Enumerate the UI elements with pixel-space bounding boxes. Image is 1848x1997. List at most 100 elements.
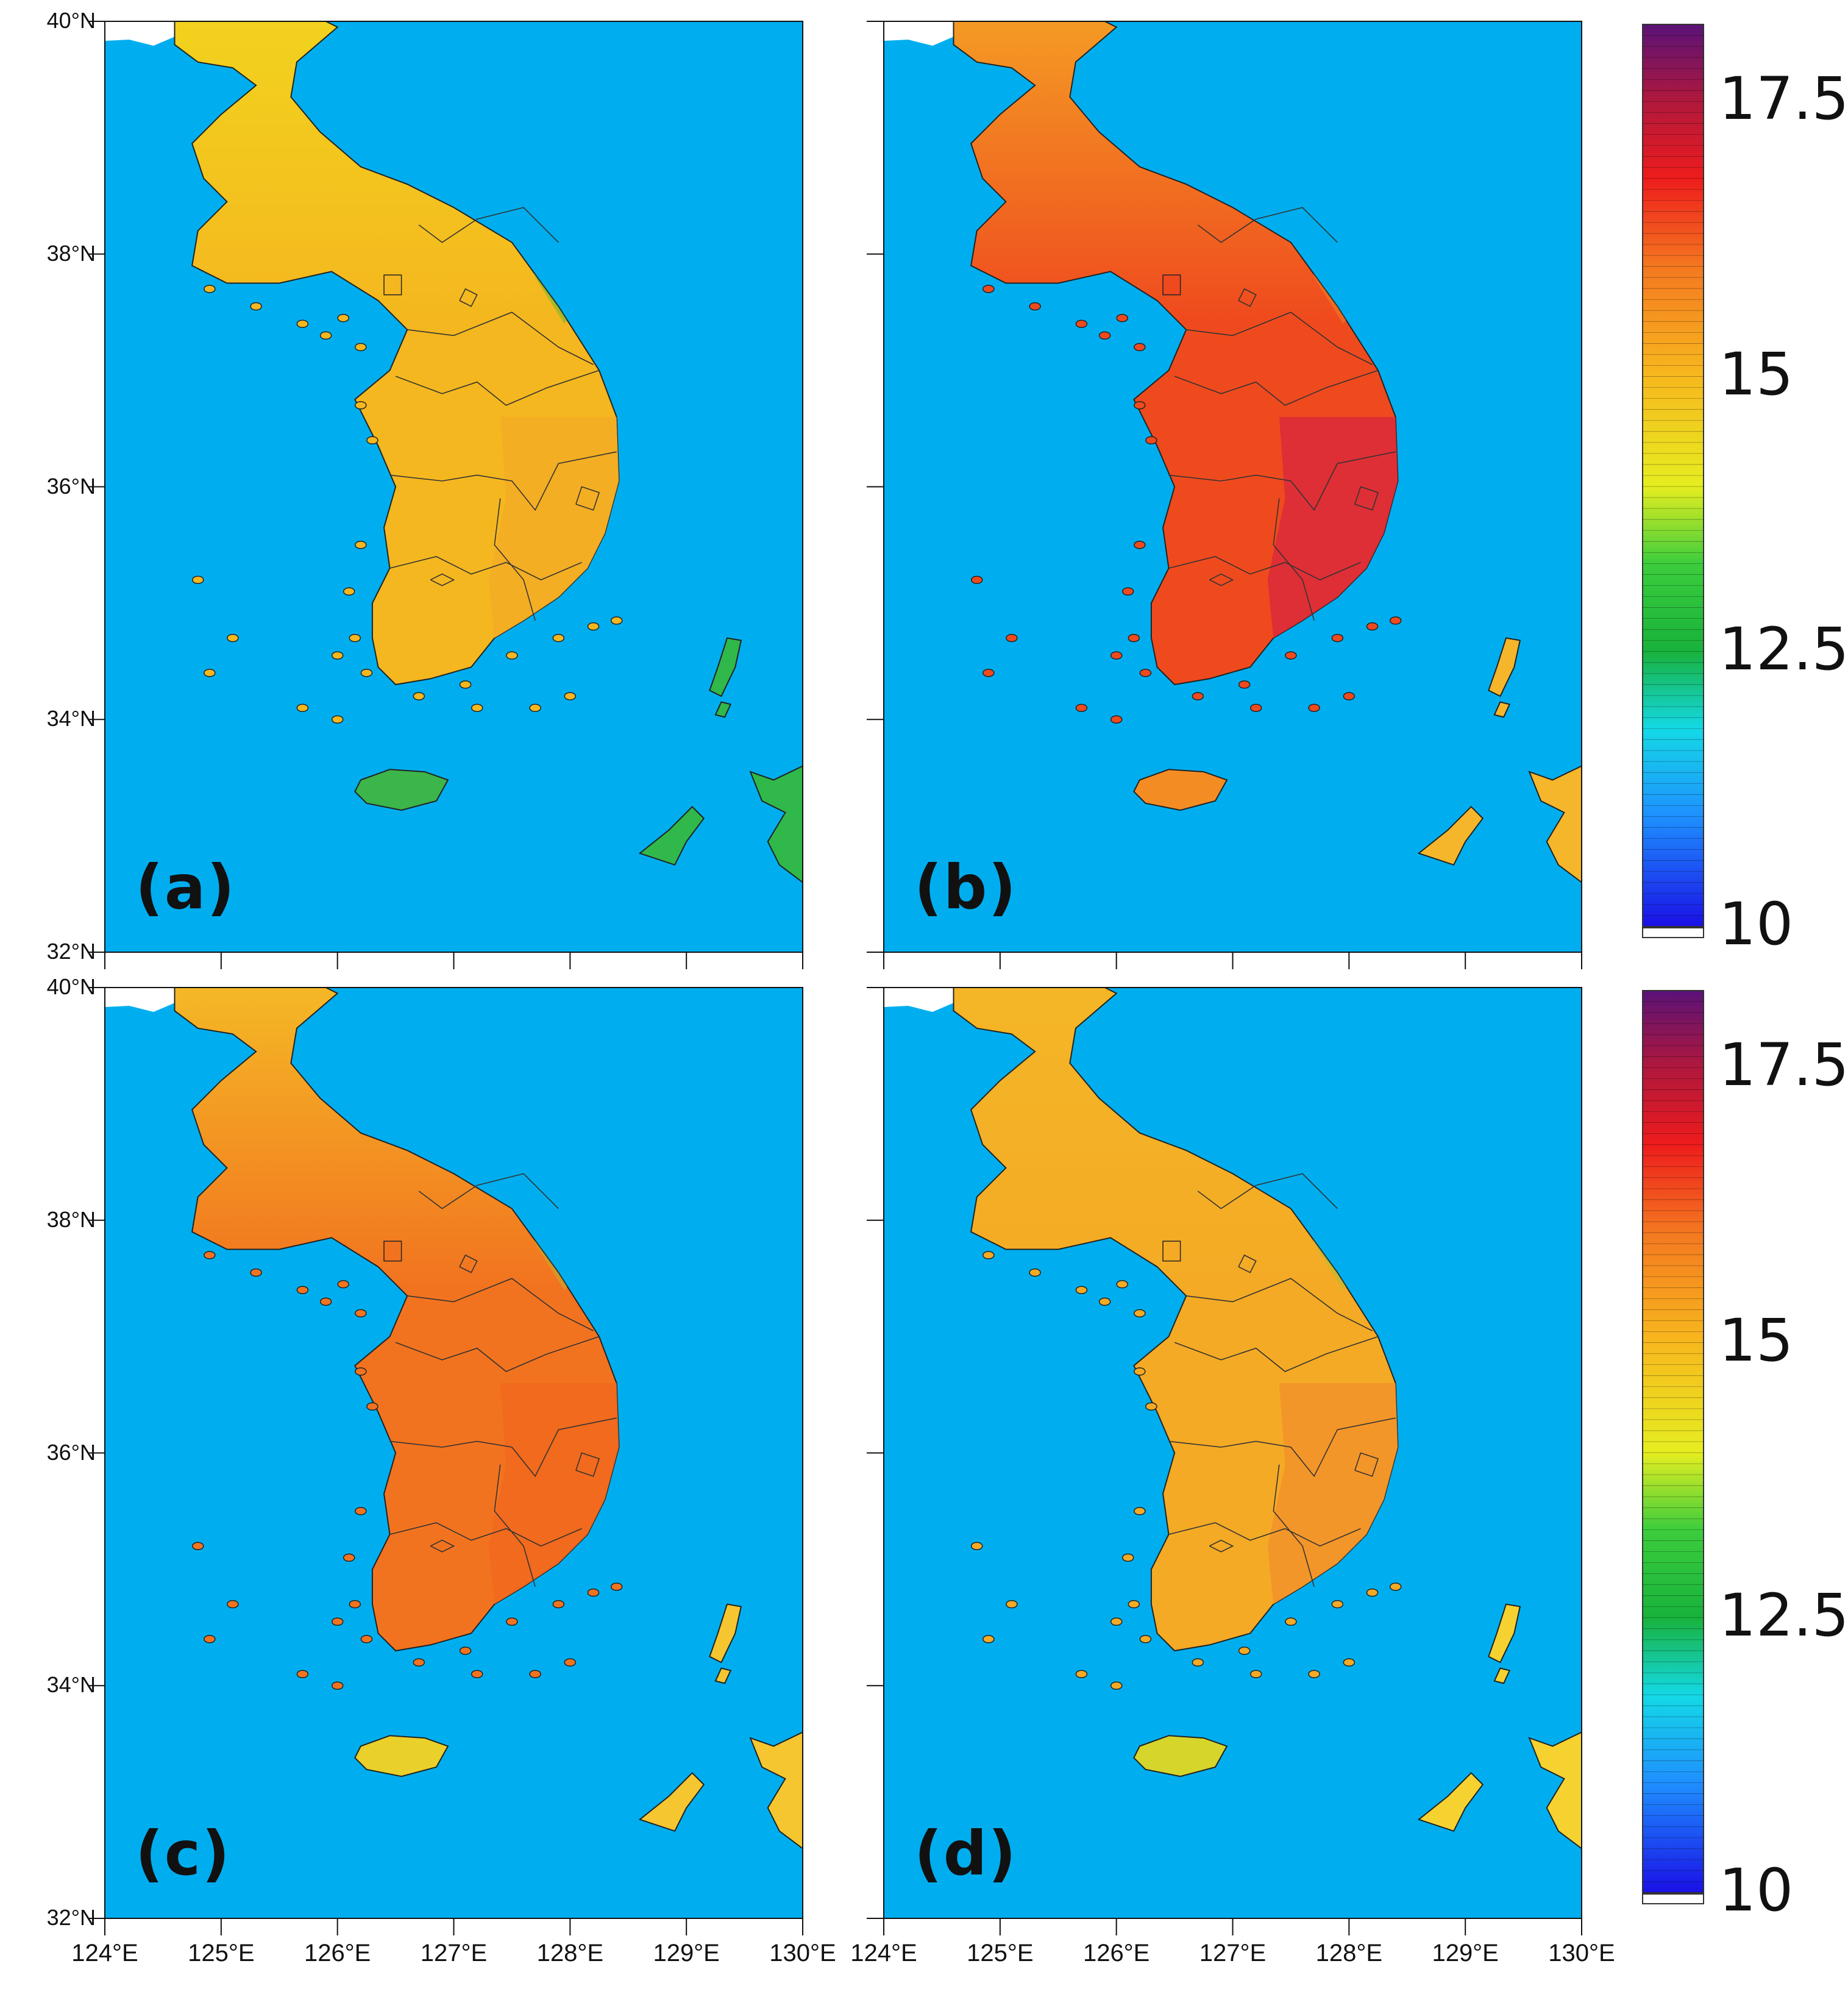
small-island [1029,1268,1041,1277]
small-island [250,302,262,311]
small-island [343,1553,355,1562]
kyushu-coast [1528,1731,1582,1850]
small-island [1134,1309,1146,1318]
goto-islands [1417,1771,1484,1832]
kyushu-coast [749,1731,803,1850]
small-island [343,587,355,596]
colorbar-tick-label: 17.5 [1719,65,1848,133]
province-boundary [389,451,617,511]
small-island [1343,692,1356,700]
lat-tick-label: 34°N [46,706,96,732]
small-island [587,1588,600,1597]
goto-islands [638,805,705,866]
province-boundary [430,1539,455,1553]
small-island [970,1542,983,1550]
small-island [552,1600,565,1609]
ganghwa-island [383,1241,402,1262]
small-island [355,343,367,352]
province-boundary [494,498,536,621]
small-island [413,1658,425,1667]
small-island [1366,622,1379,631]
province-boundary [1209,573,1234,586]
small-island [1116,313,1128,322]
province-boundary [1168,1417,1396,1478]
small-island [552,633,565,643]
province-boundary [395,1336,600,1372]
jeju-island [354,1735,449,1778]
small-island [529,703,541,712]
province-boundary [575,1452,600,1477]
tsushima-island [709,637,742,697]
colorbar-gradient [1642,24,1704,927]
lon-tick-label: 130°E [769,1940,836,1967]
small-island [337,313,349,322]
small-island [1366,1588,1379,1597]
lat-tick-label: 34°N [46,1672,96,1698]
no-data-area [884,21,957,46]
small-island [337,1280,349,1289]
small-island [1389,616,1402,625]
small-island [355,1507,367,1515]
small-island [296,319,309,329]
colorbar-tick-label: 12.5 [1719,614,1848,683]
small-island [355,401,367,410]
province-boundary [430,573,455,586]
colorbar-tick-label: 12.5 [1719,1581,1848,1650]
colorbar-tick-label: 10 [1719,890,1794,958]
small-island [1238,1646,1251,1655]
small-island [1075,703,1088,712]
province-boundary [1354,1452,1379,1477]
tsushima-island [1488,1603,1521,1664]
lat-tick-label: 32°N [46,939,96,964]
small-island [471,1670,483,1678]
small-island [610,1582,623,1591]
small-island [587,622,600,631]
province-boundary [459,1254,478,1273]
province-boundary [494,1464,536,1587]
small-island [1098,1297,1111,1306]
small-island [366,436,378,444]
map-panel-a: (a) [88,21,803,969]
province-boundary [575,486,600,511]
colorbar-under-range [1642,927,1704,938]
small-island [1389,1582,1402,1591]
small-island [204,285,216,293]
small-island [1134,1367,1146,1376]
small-island [1075,1286,1088,1295]
jeju-island [1133,769,1228,811]
province-boundary [1238,288,1257,307]
small-island [296,703,309,712]
small-island [319,1297,332,1306]
small-island [204,669,216,677]
province-boundary [418,1173,559,1209]
small-island [1331,1600,1344,1609]
small-island [331,1617,344,1626]
small-island [506,1617,518,1626]
lat-tick-label: 36°N [46,1439,96,1465]
small-island [1145,1402,1157,1411]
small-island [227,633,239,643]
province-boundary [1168,1522,1361,1547]
small-island [1128,1600,1140,1609]
map-canvas-c [88,987,803,1935]
colorbar-tick-label: 15 [1719,340,1794,408]
province-boundary [389,556,582,581]
small-island [1006,633,1018,643]
province-boundary [418,207,559,243]
lon-tick-label: 125°E [967,1940,1034,1967]
colorbar-2 [1642,990,1704,1904]
colorbar-tick-label: 10 [1719,1856,1794,1924]
small-island [1110,1617,1123,1626]
small-island [1331,633,1344,643]
small-island [983,1251,995,1259]
small-island [1110,651,1123,660]
goto-islands [638,1771,705,1832]
map-canvas-d [867,987,1582,1935]
small-island [1192,692,1204,700]
province-boundary [1238,1254,1257,1273]
province-boundary [1168,556,1361,581]
no-data-area [105,988,178,1012]
tsushima-island [1493,1667,1511,1684]
panel-label-d: (d) [914,1818,1017,1889]
